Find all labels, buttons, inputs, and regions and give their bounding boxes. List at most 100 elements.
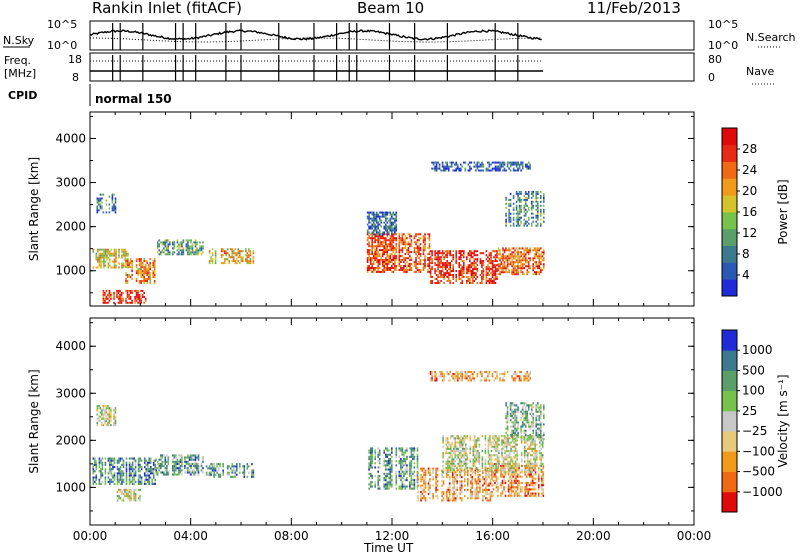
range-cell — [507, 271, 509, 273]
range-cell — [371, 237, 373, 239]
range-cell — [235, 262, 237, 264]
range-cell — [387, 243, 389, 245]
range-cell — [464, 471, 466, 473]
range-cell — [116, 296, 118, 298]
range-cell — [371, 224, 373, 226]
range-cell — [409, 233, 411, 235]
range-cell — [143, 280, 145, 282]
range-cell — [448, 442, 450, 444]
range-cell — [451, 463, 453, 465]
range-cell — [113, 418, 115, 420]
nsky-traces — [90, 23, 542, 50]
range-cell — [460, 274, 462, 276]
range-cell — [479, 454, 481, 456]
range-cell — [519, 265, 521, 267]
range-cell — [525, 450, 527, 452]
range-cell — [425, 487, 427, 489]
range-cell — [175, 467, 177, 469]
range-cell — [142, 274, 144, 276]
range-cell — [469, 252, 471, 254]
range-cell — [382, 253, 384, 255]
y-tick-label: 2000 — [55, 220, 86, 234]
range-cell — [129, 489, 131, 491]
range-cell — [417, 497, 419, 499]
range-cell — [374, 267, 376, 269]
range-cell — [491, 482, 493, 484]
range-cell — [394, 232, 396, 234]
range-cell — [420, 247, 422, 249]
range-cell — [192, 463, 194, 465]
range-cell — [212, 258, 214, 260]
range-cell — [506, 448, 508, 450]
range-cell — [420, 491, 422, 493]
range-cell — [405, 257, 407, 259]
range-cell — [103, 296, 105, 298]
range-cell — [517, 482, 519, 484]
range-cell — [488, 439, 490, 441]
range-cell — [160, 241, 162, 243]
range-cell — [247, 476, 249, 478]
range-cell — [449, 274, 451, 276]
range-cell — [525, 193, 527, 195]
range-cell — [396, 269, 398, 271]
range-cell — [390, 483, 392, 485]
range-cell — [515, 463, 517, 465]
range-cell — [169, 251, 171, 253]
range-cell — [537, 263, 539, 265]
range-cell — [523, 257, 525, 259]
range-cell — [424, 267, 426, 269]
range-cell — [114, 253, 116, 255]
range-cell — [541, 480, 543, 482]
range-cell — [517, 474, 519, 476]
range-cell — [186, 463, 188, 465]
range-cell — [368, 473, 370, 475]
range-cell — [477, 458, 479, 460]
range-cell — [462, 439, 464, 441]
range-cell — [482, 450, 484, 452]
range-cell — [115, 409, 117, 411]
range-cell — [390, 486, 392, 488]
range-cell — [462, 282, 464, 284]
range-cell — [411, 239, 413, 241]
range-cell — [518, 463, 520, 465]
range-cell — [434, 250, 436, 252]
range-cell — [539, 249, 541, 251]
range-cell — [437, 489, 439, 491]
range-cell — [387, 462, 389, 464]
range-cell — [515, 467, 517, 469]
range-cell — [100, 477, 102, 479]
range-cell — [144, 462, 146, 464]
range-cell — [428, 480, 430, 482]
range-cell — [540, 215, 542, 217]
range-cell — [534, 452, 536, 454]
range-cell — [165, 253, 167, 255]
range-cell — [133, 458, 135, 460]
range-cell — [472, 495, 474, 497]
range-cell — [402, 237, 404, 239]
range-cell — [417, 454, 419, 456]
range-cell — [379, 488, 381, 490]
range-cell — [500, 476, 502, 478]
range-cell — [504, 463, 506, 465]
range-cell — [387, 475, 389, 477]
range-cell — [489, 437, 491, 439]
range-cell — [101, 206, 103, 208]
range-cell — [525, 164, 527, 166]
range-cell — [506, 471, 508, 473]
range-cell — [534, 454, 536, 456]
range-cell — [371, 257, 373, 259]
range-cell — [367, 212, 369, 214]
range-cell — [486, 170, 488, 172]
range-cell — [450, 452, 452, 454]
range-cell — [435, 476, 437, 478]
range-cell — [492, 274, 494, 276]
range-cell — [511, 162, 513, 164]
range-cell — [473, 446, 475, 448]
range-cell — [250, 258, 252, 260]
range-cell — [535, 273, 537, 275]
range-cell — [209, 260, 211, 262]
range-cell — [456, 480, 458, 482]
range-cell — [535, 478, 537, 480]
range-cell — [424, 255, 426, 257]
range-cell — [118, 267, 120, 269]
